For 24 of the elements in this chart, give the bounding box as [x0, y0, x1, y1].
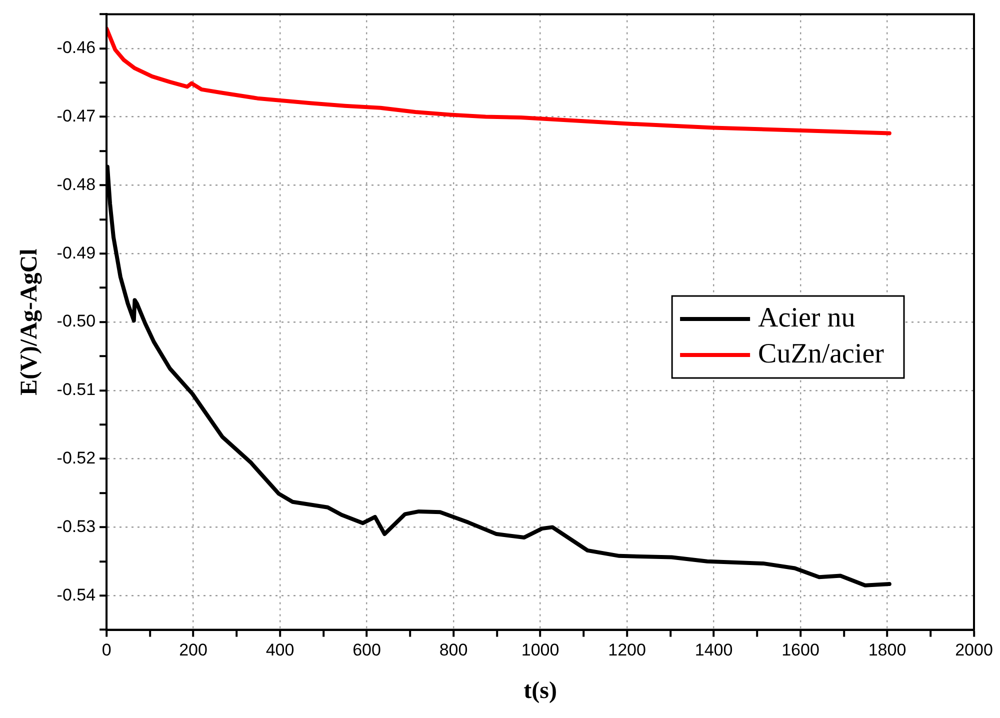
x-tick-label: 2000: [955, 640, 993, 660]
x-tick-label: 1800: [868, 640, 906, 660]
x-tick-label: 200: [179, 640, 208, 660]
legend-label: Acier nu: [758, 302, 856, 334]
x-tick-label: 1200: [608, 640, 646, 660]
x-tick-label: 400: [266, 640, 294, 660]
x-tick-label: 1000: [521, 640, 560, 660]
y-tick-label: -0.47: [56, 106, 96, 126]
y-tick-label: -0.51: [56, 380, 96, 400]
x-axis-title: t(s): [524, 678, 557, 704]
x-tick-label: 600: [352, 640, 381, 660]
legend-label: CuZn/acier: [758, 338, 885, 370]
y-tick-label: -0.54: [56, 585, 96, 604]
y-tick-label: -0.50: [56, 312, 96, 331]
x-tick-label: 1600: [782, 640, 820, 660]
x-tick-label: 800: [439, 640, 468, 660]
y-tick-label: -0.53: [56, 516, 96, 536]
y-tick-label: -0.52: [56, 448, 96, 468]
y-tick-label: -0.46: [56, 38, 96, 58]
x-tick-label: 1400: [694, 640, 733, 660]
y-axis-title: E(V)/Ag-AgCl: [16, 248, 43, 396]
y-tick-label: -0.49: [56, 243, 96, 262]
y-tick-label: -0.48: [56, 174, 96, 194]
x-tick-label: 0: [102, 640, 112, 660]
